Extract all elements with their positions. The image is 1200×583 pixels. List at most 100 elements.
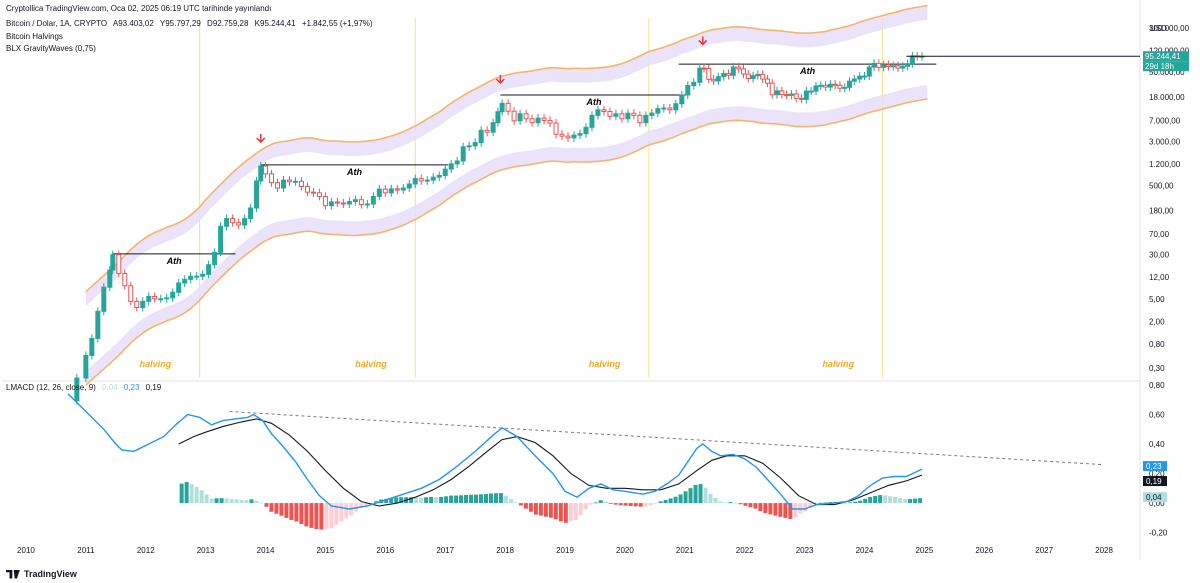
candle-body — [837, 84, 843, 89]
candle-body — [310, 191, 316, 194]
candle-body — [478, 129, 484, 144]
candle-body — [158, 298, 164, 301]
candle-body — [876, 62, 882, 68]
candle-body — [394, 188, 400, 191]
macd-histogram-bar — [434, 497, 439, 504]
indicator-halvings[interactable]: Bitcoin Halvings — [6, 33, 67, 41]
candle-body — [517, 113, 523, 122]
candle-body — [779, 90, 785, 96]
macd-histogram-bar — [314, 503, 319, 530]
time-tick: 2028 — [1095, 546, 1113, 555]
candle-body — [832, 83, 838, 86]
price-tick: 0,80 — [1149, 340, 1165, 349]
candle-body — [571, 134, 577, 139]
symbol-name[interactable]: Bitcoin / Dolar, 1A, CRYPTO — [6, 19, 108, 28]
candle-body — [857, 75, 863, 80]
macd-signal-line — [178, 418, 923, 507]
macd-histogram-bar — [419, 497, 424, 504]
macd-histogram-bar — [394, 497, 399, 504]
ath-label: Ath — [799, 66, 815, 76]
candle-body — [460, 146, 466, 162]
candle-body — [472, 142, 478, 147]
candle-body — [909, 55, 915, 65]
tradingview-logo-text: TradingView — [24, 569, 77, 579]
candle-body — [900, 65, 906, 69]
macd-histogram-bar — [588, 503, 593, 505]
macd-histogram-bar — [289, 503, 294, 520]
candle-body — [107, 269, 113, 288]
macd-histogram-bar — [399, 497, 404, 504]
macd-histogram-bar — [444, 496, 449, 504]
candle-body — [116, 254, 122, 274]
macd-histogram-bar — [898, 497, 903, 504]
macd-histogram-bar — [488, 493, 493, 504]
candle-body — [577, 133, 583, 136]
candle-body — [370, 195, 376, 205]
macd-histogram-bar — [723, 502, 728, 504]
publisher-text: Cryptollica TradingView.com, Oca 02, 202… — [6, 4, 272, 13]
macd-signal-value: 0,19 — [145, 383, 162, 392]
macd-histogram-bar — [194, 487, 199, 504]
tradingview-logo[interactable]: TradingView — [6, 569, 77, 579]
candle-body — [206, 264, 212, 275]
ohlc-change: +1.842,55 (+1,97%) — [301, 19, 373, 28]
time-tick: 2027 — [1035, 546, 1053, 555]
candle-body — [861, 75, 867, 78]
macd-histogram-bar — [309, 503, 314, 528]
candle-body — [755, 73, 761, 77]
macd-histogram-bar — [264, 503, 269, 507]
candle-body — [511, 110, 517, 122]
peak-arrow-icon — [495, 74, 505, 85]
candle-body — [442, 168, 448, 176]
macd-histogram-bar — [683, 491, 688, 504]
candle-body — [721, 73, 727, 78]
macd-histogram-bar — [768, 503, 773, 515]
macd-histogram-bar — [464, 494, 469, 504]
candle-body — [89, 337, 95, 356]
macd-histogram-bar — [808, 503, 813, 508]
macd-tick: -0,20 — [1149, 529, 1168, 538]
candle-body — [418, 178, 424, 182]
candle-body — [298, 180, 304, 187]
macd-histogram-bar — [708, 493, 713, 504]
macd-histogram-bar — [688, 488, 693, 504]
candle-body — [613, 113, 619, 117]
macd-histogram-bar — [848, 502, 853, 504]
macd-histogram-bar — [543, 503, 548, 517]
candle-body — [382, 188, 388, 194]
macd-histogram-bar — [199, 490, 204, 504]
price-tick: 5,00 — [1149, 295, 1165, 304]
macd-histogram-bar — [374, 501, 379, 504]
candle-body — [340, 202, 346, 205]
candle-body — [661, 107, 667, 110]
price-tick: 120.000,00 — [1149, 47, 1190, 56]
indicator-gravitywaves[interactable]: BLX GravityWaves (0,75) — [6, 45, 100, 53]
macd-histogram-bar — [778, 503, 783, 517]
candle-body — [711, 78, 717, 82]
macd-histogram-bar — [718, 501, 723, 504]
macd-histogram-bar — [269, 503, 274, 512]
candle-body — [194, 275, 200, 278]
macd-histogram-bar — [568, 503, 573, 521]
macd-histogram-bar — [344, 503, 349, 519]
candle-body — [224, 218, 230, 227]
macd-histogram-bar — [738, 503, 743, 505]
countdown-badge — [1143, 61, 1189, 72]
candle-body — [523, 113, 529, 120]
ohlc-high: Y95.797,29 — [159, 19, 201, 28]
candle-body — [188, 275, 194, 280]
macd-histogram-bar — [643, 503, 648, 507]
candle-body — [851, 78, 857, 82]
last-price-text: 95.244,41 — [1145, 52, 1181, 61]
macd-legend[interactable]: LMACD (12, 26, close, 9) 0,04 0,23 0,19 — [6, 384, 165, 392]
macd-histogram-bar — [179, 483, 184, 504]
macd-histogram-bar — [563, 503, 568, 523]
macd-histogram-bar — [843, 502, 848, 504]
candle-body — [866, 66, 872, 77]
candle-body — [436, 174, 442, 178]
ath-label: Ath — [586, 97, 602, 107]
candle-body — [400, 187, 406, 191]
candle-body — [769, 82, 775, 96]
candle-body — [218, 225, 224, 253]
